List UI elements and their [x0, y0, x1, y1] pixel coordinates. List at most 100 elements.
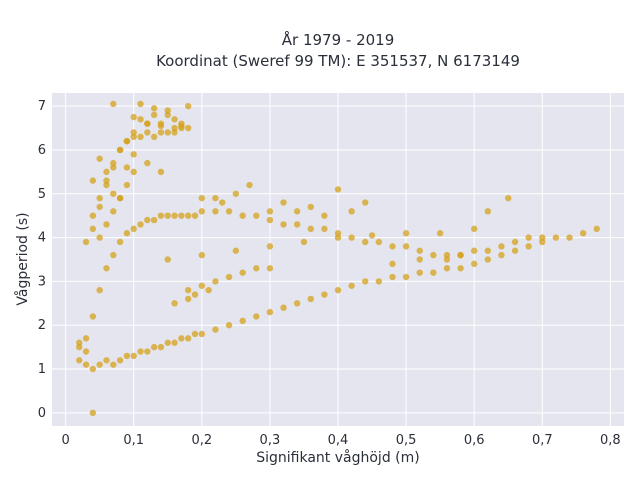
- data-point: [321, 212, 328, 219]
- data-point: [123, 352, 131, 360]
- data-point: [76, 357, 83, 364]
- data-point: [137, 221, 144, 228]
- data-point: [130, 151, 137, 158]
- data-point: [144, 159, 151, 167]
- data-point: [416, 256, 423, 263]
- data-point: [184, 335, 192, 342]
- data-point: [219, 199, 226, 206]
- x-tick-labels: 0 0,1 0,2 0,3 0,4 0,5 0,6 0,7 0,8: [61, 433, 620, 448]
- data-point: [184, 102, 192, 110]
- y-tick-label: 7: [38, 99, 46, 114]
- data-point: [96, 194, 103, 202]
- data-point: [232, 247, 240, 254]
- data-point: [137, 133, 144, 141]
- data-point: [89, 409, 97, 417]
- data-point: [266, 208, 274, 215]
- data-point: [293, 221, 301, 228]
- data-point: [266, 216, 274, 224]
- data-point: [212, 194, 219, 202]
- data-point: [205, 286, 212, 294]
- data-point: [539, 234, 546, 241]
- data-point: [511, 247, 519, 254]
- data-point: [130, 168, 137, 176]
- data-point: [96, 234, 103, 241]
- data-point: [144, 348, 151, 355]
- data-point: [164, 256, 171, 263]
- data-point: [198, 330, 206, 338]
- data-point: [484, 247, 492, 254]
- data-point: [457, 251, 464, 259]
- data-point: [82, 238, 90, 246]
- x-tick-label: 0,4: [328, 433, 349, 448]
- data-point: [82, 335, 90, 342]
- data-point: [191, 330, 199, 338]
- data-point: [362, 238, 369, 246]
- data-point: [103, 168, 110, 176]
- data-point: [171, 339, 178, 346]
- data-point: [225, 208, 233, 215]
- data-point: [362, 278, 369, 285]
- y-tick-label: 1: [38, 362, 46, 377]
- data-point: [198, 194, 206, 202]
- data-point: [253, 313, 260, 320]
- x-tick-label: 0,5: [396, 433, 417, 448]
- data-point: [280, 199, 287, 206]
- data-point: [416, 247, 423, 254]
- data-point: [266, 243, 274, 250]
- data-point: [375, 238, 383, 246]
- data-point: [157, 129, 165, 136]
- data-point: [389, 260, 396, 268]
- data-point: [89, 177, 97, 184]
- data-point: [368, 232, 376, 239]
- data-point: [239, 212, 246, 219]
- data-point: [321, 225, 328, 233]
- data-point: [123, 181, 131, 189]
- data-point: [130, 225, 137, 233]
- chart-title-line-2: Koordinat (Sweref 99 TM): E 351537, N 61…: [156, 52, 520, 70]
- data-point: [103, 177, 110, 184]
- data-point: [389, 273, 396, 281]
- x-tick-label: 0: [61, 433, 69, 448]
- data-point: [171, 212, 178, 219]
- data-point: [89, 365, 97, 373]
- data-point: [150, 105, 158, 112]
- data-point: [457, 265, 464, 272]
- data-point: [76, 339, 83, 346]
- data-point: [171, 300, 178, 307]
- data-point: [144, 120, 151, 127]
- data-point: [137, 116, 144, 123]
- data-point: [253, 265, 260, 272]
- data-point: [164, 129, 171, 136]
- data-point: [116, 357, 124, 364]
- data-point: [82, 348, 90, 355]
- data-point: [184, 212, 192, 219]
- data-point: [307, 225, 314, 233]
- data-point: [266, 308, 274, 316]
- data-point: [484, 256, 492, 263]
- x-tick-label: 0,1: [123, 433, 144, 448]
- data-point: [579, 230, 587, 237]
- data-point: [110, 164, 117, 171]
- data-point: [110, 190, 117, 197]
- data-point: [103, 181, 110, 189]
- data-point: [307, 203, 314, 211]
- data-point: [164, 107, 171, 114]
- data-point: [334, 234, 342, 241]
- data-point: [198, 208, 206, 215]
- data-point: [484, 208, 492, 215]
- data-point: [198, 251, 206, 259]
- data-point: [443, 251, 451, 259]
- data-point: [82, 361, 90, 368]
- data-point: [171, 116, 178, 123]
- y-tick-label: 2: [38, 318, 46, 333]
- data-point: [137, 100, 144, 108]
- data-point: [130, 133, 137, 141]
- data-point: [96, 361, 103, 368]
- x-tick-label: 0,8: [600, 433, 621, 448]
- data-point: [402, 243, 410, 250]
- data-point: [144, 216, 151, 224]
- data-point: [184, 286, 192, 294]
- data-point: [402, 273, 410, 281]
- data-point: [436, 230, 444, 237]
